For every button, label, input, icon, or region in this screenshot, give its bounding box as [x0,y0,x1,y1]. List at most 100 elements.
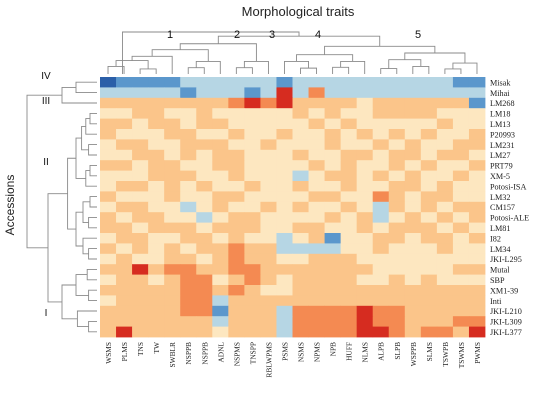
row-label: PRT79 [490,162,513,171]
heatmap-cell [116,129,133,140]
heatmap-cell [372,129,390,140]
heatmap-cell [180,77,197,88]
heatmap-cell [468,316,486,327]
row-label: Mihai [490,89,510,98]
heatmap-cell [420,149,438,161]
heatmap-cell [116,149,133,161]
dendrogram-branch [412,65,430,74]
column-dendrogram [107,31,478,74]
dendrogram-branch [88,216,97,229]
heatmap-cell [244,243,261,255]
heatmap-cell [228,149,245,161]
row-label: P20993 [490,130,515,139]
dendrogram-branch [151,49,209,62]
dendrogram-branch [179,43,257,62]
dendrogram-branch [75,274,89,296]
heatmap-cell [244,326,261,338]
heatmap-cell [356,222,374,234]
column-label: PLMS [120,342,129,361]
column-label: WSMS [104,342,113,364]
heatmap-cell [164,191,181,203]
heatmap-cell [468,191,486,203]
heatmap-cell [292,222,309,234]
heatmap-cell [148,149,165,161]
heatmap-cell [196,326,213,338]
heatmap-cell [132,160,149,171]
heatmap-cell [132,285,149,296]
heatmap-cell [372,222,390,234]
heatmap-cell [292,305,309,317]
heatmap-cell [356,181,374,192]
heatmap-cell [148,118,165,130]
heatmap-cell [180,264,197,275]
row-label: LM27 [490,151,510,160]
column-label: NSPPB [200,342,209,365]
heatmap-cell [116,191,133,203]
heatmap-cell [164,264,181,275]
heatmap-cell [436,295,454,307]
heatmap-cell [212,139,229,151]
heatmap-cell [116,326,133,338]
row-cluster-label: I [45,308,48,319]
heatmap-cell [340,243,358,255]
heatmap-cell [148,87,165,99]
heatmap-cell [404,326,422,338]
dendrogram-branch [139,68,157,74]
heatmap-cell [244,139,261,151]
heatmap-cell [132,181,149,192]
heatmap-cell [436,201,454,213]
heatmap-cell [308,191,325,203]
heatmap-cell [228,139,245,151]
heatmap-cell [356,326,374,338]
heatmap-cell [212,118,229,130]
heatmap-cell [404,170,422,182]
heatmap-cell [356,129,374,140]
row-label: CM157 [490,203,515,212]
heatmap-cell [468,233,486,244]
heatmap-cell [340,274,358,286]
heatmap-cell [260,129,277,140]
heatmap-cell [212,264,229,275]
heatmap-cell [372,181,390,192]
heatmap-cell [292,253,309,265]
heatmap-cell [132,191,149,203]
heatmap-cell [324,253,342,265]
heatmap-cell [404,264,422,275]
heatmap-cell [404,295,422,307]
heatmap-cell [244,118,261,130]
heatmap-cell [180,285,197,296]
heatmap-cell [196,118,213,130]
heatmap-cell [164,305,181,317]
heatmap-cell [276,149,293,161]
heatmap-cell [196,170,213,182]
heatmap-cell [404,212,422,223]
heatmap-cell [100,149,117,161]
column-label: NSMS [297,342,306,362]
heatmap-cell [340,222,358,234]
heatmap-cell [148,108,165,119]
heatmap-cell [436,316,454,327]
heatmap-cell [324,295,342,307]
heatmap-cell [260,222,277,234]
heatmap-cell [100,87,117,99]
heatmap-cell [132,274,149,286]
heatmap-cell [100,77,117,88]
heatmap-cell [212,97,229,109]
heatmap-cell [132,295,149,307]
heatmap-cell [356,243,374,255]
heatmap-cell [388,170,406,182]
heatmap-cell [308,285,325,296]
dendrogram-branch [88,289,97,302]
column-label: HUFF [345,342,354,361]
heatmap-cell [420,77,438,88]
heatmap-cell [212,87,229,99]
heatmap-cell [132,264,149,275]
heatmap-cell [260,181,277,192]
heatmap-cell [404,243,422,255]
heatmap-cell [212,295,229,307]
heatmap-cell [292,139,309,151]
heatmap-cell [372,108,390,119]
heatmap-cell [388,87,406,99]
heatmap-cell [276,253,293,265]
